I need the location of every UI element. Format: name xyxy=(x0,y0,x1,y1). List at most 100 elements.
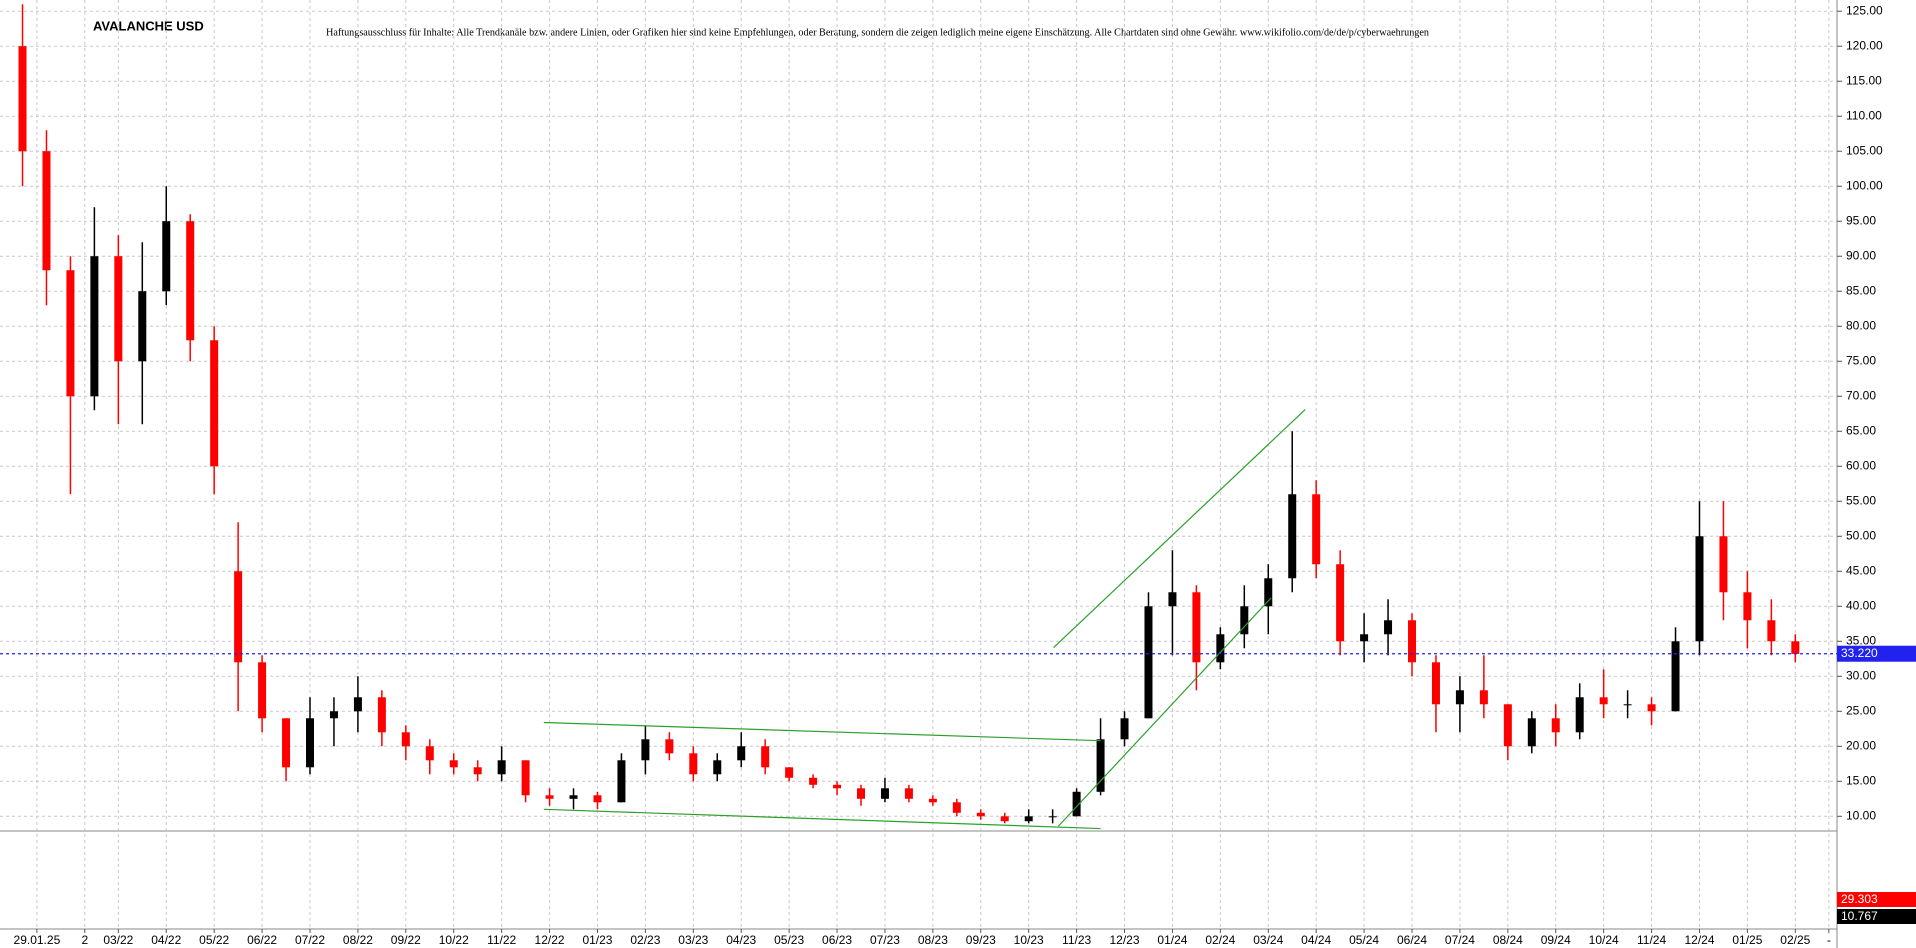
candle-body xyxy=(1408,620,1417,663)
candle-body xyxy=(1024,816,1033,822)
y-tick-label: 85.00 xyxy=(1846,283,1876,297)
candle-body xyxy=(1336,564,1345,642)
y-tick-label: 70.00 xyxy=(1846,388,1876,402)
y-tick-label: 25.00 xyxy=(1846,703,1876,717)
x-tick-label: 07/22 xyxy=(295,933,325,947)
candle-body xyxy=(1096,739,1105,792)
x-tick-label: 29.01.25 xyxy=(14,933,61,947)
candle-body xyxy=(761,746,770,768)
candle-body xyxy=(1360,634,1369,642)
y-tick-label: 50.00 xyxy=(1846,528,1876,542)
candle-body xyxy=(1575,697,1584,733)
x-tick-label: 08/23 xyxy=(918,933,948,947)
candle-body xyxy=(689,753,698,775)
x-tick-label: 2 xyxy=(81,933,88,947)
x-tick-label: 01/24 xyxy=(1157,933,1187,947)
candle-body xyxy=(928,798,937,803)
candle-body xyxy=(401,732,410,747)
x-tick-label: 02/25 xyxy=(1780,933,1810,947)
candle-body xyxy=(1671,641,1680,712)
candle-body xyxy=(18,46,27,152)
candle-body xyxy=(1312,494,1321,565)
candle-body xyxy=(90,256,99,397)
x-tick-label: 01/25 xyxy=(1732,933,1762,947)
candle-body xyxy=(282,718,291,768)
y-tick-label: 20.00 xyxy=(1846,738,1876,752)
x-tick-label: 10/23 xyxy=(1014,933,1044,947)
candle-body xyxy=(449,760,458,768)
candle-body xyxy=(1072,791,1081,817)
y-tick-label: 65.00 xyxy=(1846,423,1876,437)
y-tick-label: 55.00 xyxy=(1846,493,1876,507)
candle-body xyxy=(857,788,866,799)
pane-label: 10.767 xyxy=(1841,909,1878,923)
x-tick-label: 05/22 xyxy=(199,933,229,947)
y-tick-label: 30.00 xyxy=(1846,668,1876,682)
disclaimer: Haftungsausschluss für Inhalte: Alle Tre… xyxy=(326,27,1430,38)
candle-body xyxy=(1384,620,1393,635)
candle-body xyxy=(473,767,482,775)
candle-body xyxy=(1048,816,1057,818)
y-tick-label: 115.00 xyxy=(1846,73,1882,87)
x-tick-label: 04/23 xyxy=(726,933,756,947)
x-tick-label: 06/24 xyxy=(1397,933,1427,947)
x-tick-label: 05/24 xyxy=(1349,933,1379,947)
x-tick-label: 01/23 xyxy=(582,933,612,947)
price-label-box xyxy=(1837,645,1916,662)
x-tick-label: 02/24 xyxy=(1205,933,1235,947)
candle-body xyxy=(1240,606,1249,635)
x-tick-label: 03/22 xyxy=(103,933,133,947)
y-tick-label: 60.00 xyxy=(1846,458,1876,472)
candle-body xyxy=(833,784,842,789)
x-tick-label: 04/22 xyxy=(151,933,181,947)
candle-body xyxy=(641,739,650,761)
candle-body xyxy=(809,777,818,785)
x-tick-label: 10/22 xyxy=(439,933,469,947)
candle-body xyxy=(1527,718,1536,747)
price-label: 33.220 xyxy=(1841,646,1878,660)
chart-title: AVALANCHE USD xyxy=(93,18,204,33)
candle-body xyxy=(1431,662,1440,705)
candle-body xyxy=(234,571,243,663)
candle-body xyxy=(138,291,147,362)
y-tick-label: 120.00 xyxy=(1846,38,1883,52)
trend-line xyxy=(543,721,1101,742)
candle-body xyxy=(713,760,722,775)
y-tick-label: 125.00 xyxy=(1846,3,1883,17)
candle-body xyxy=(42,151,51,271)
candle-body xyxy=(114,256,123,362)
candle-body xyxy=(952,802,961,813)
candle-body xyxy=(521,760,530,796)
candle-body xyxy=(1743,592,1752,621)
pane-label-box xyxy=(1837,909,1916,924)
candle-body xyxy=(1144,606,1153,719)
candle-body xyxy=(162,221,171,292)
candle-body xyxy=(665,739,674,754)
x-tick-label: 05/23 xyxy=(774,933,804,947)
x-tick-label: 09/23 xyxy=(966,933,996,947)
candle-body xyxy=(545,795,554,799)
candle-body xyxy=(1120,718,1129,740)
candle-body xyxy=(904,788,913,799)
candle-body xyxy=(329,711,338,719)
x-tick-label: 12/24 xyxy=(1684,933,1714,947)
candle-body xyxy=(593,795,602,803)
candle-body xyxy=(1000,816,1009,822)
x-tick-label: - xyxy=(1827,933,1831,947)
trend-line xyxy=(1053,409,1306,649)
pane-label: 29.303 xyxy=(1841,892,1878,906)
candle-body xyxy=(1719,536,1728,593)
candle-body xyxy=(186,221,195,341)
candle-body xyxy=(1455,690,1464,705)
x-tick-label: 08/22 xyxy=(343,933,373,947)
candle-body xyxy=(1216,634,1225,663)
candle-body xyxy=(880,788,889,799)
x-tick-label: 03/23 xyxy=(678,933,708,947)
candle-body xyxy=(1551,718,1560,733)
y-tick-label: 75.00 xyxy=(1846,353,1876,367)
x-tick-label: 10/24 xyxy=(1589,933,1619,947)
y-tick-label: 35.00 xyxy=(1846,633,1876,647)
trend-line xyxy=(1057,597,1272,827)
